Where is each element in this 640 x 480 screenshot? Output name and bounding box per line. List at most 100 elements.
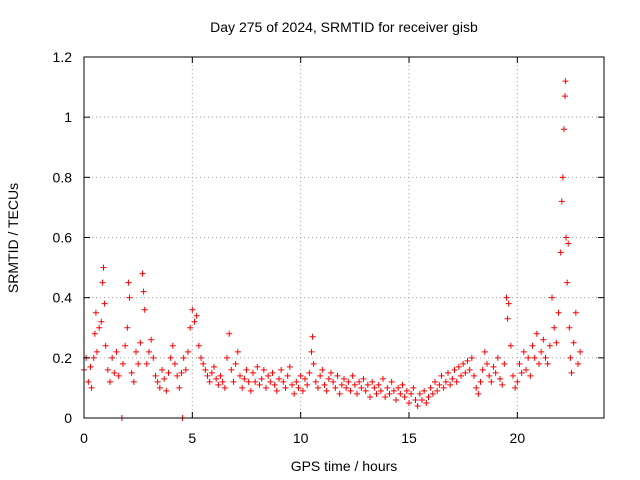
data-point-marker (99, 279, 106, 286)
data-point-marker (464, 357, 471, 364)
data-point-marker (488, 378, 495, 385)
data-point-marker (276, 375, 282, 382)
data-point-marker (202, 366, 209, 373)
data-point-marker (273, 387, 280, 394)
data-point-marker (375, 381, 382, 388)
data-point-marker (546, 342, 553, 349)
data-point-marker (356, 378, 363, 385)
data-point-marker (367, 393, 373, 400)
data-point-marker (96, 324, 103, 331)
data-point-marker (161, 375, 168, 382)
data-point-marker (154, 378, 161, 385)
grid-lines (84, 57, 604, 418)
data-point-marker (384, 384, 391, 391)
data-point-marker (88, 384, 95, 391)
x-axis-label: GPS time / hours (291, 458, 398, 474)
data-point-marker (364, 381, 371, 388)
axis-ticks: 0 5 10 15 20 0 0.2 0.4 0.6 0.8 1 1.2 (53, 49, 604, 446)
data-point-marker (553, 339, 560, 346)
data-point-marker (540, 336, 547, 343)
data-point-marker (271, 381, 278, 388)
data-point-marker (328, 369, 334, 376)
data-point-marker (167, 354, 174, 361)
data-point-marker (267, 378, 274, 385)
data-point-marker (148, 336, 155, 343)
data-point-marker (265, 372, 272, 379)
data-point-marker (471, 372, 477, 379)
data-point-marker (128, 369, 135, 376)
data-point-marker (447, 381, 454, 388)
data-point-marker (358, 384, 365, 391)
data-point-marker (568, 369, 575, 376)
data-point-marker (386, 390, 393, 397)
data-point-marker (299, 387, 306, 394)
data-point-marker (174, 372, 181, 379)
data-point-marker (434, 387, 441, 394)
data-point-marker (377, 387, 384, 394)
data-point-marker (101, 300, 108, 307)
data-point-marker (189, 306, 196, 313)
data-point-marker (412, 396, 419, 403)
data-point-marker (555, 309, 562, 316)
data-point-marker (557, 249, 564, 256)
data-point-marker (512, 384, 519, 391)
data-point-marker (390, 387, 397, 394)
data-point-marker (451, 366, 458, 373)
data-point-marker (172, 360, 178, 367)
data-point-marker (165, 369, 172, 376)
data-point-marker (109, 354, 116, 361)
data-point-marker (309, 333, 316, 340)
data-point-marker (286, 363, 293, 370)
data-point-marker (258, 375, 265, 382)
data-point-marker (408, 390, 415, 397)
data-point-marker (297, 372, 304, 379)
data-point-marker (423, 399, 430, 406)
data-point-marker (514, 378, 521, 385)
data-point-marker (163, 387, 170, 394)
data-point-marker (332, 384, 339, 391)
data-point-marker (438, 372, 445, 379)
data-point-marker (449, 375, 456, 382)
data-point-marker (228, 366, 235, 373)
data-point-marker (323, 387, 330, 394)
data-point-marker (564, 279, 571, 286)
data-point-marker (388, 378, 395, 385)
data-point-marker (453, 378, 460, 385)
data-point-marker (94, 348, 100, 355)
data-point-marker (208, 369, 215, 376)
data-point-marker (475, 390, 482, 397)
data-point-marker (419, 396, 425, 403)
data-point-marker (399, 381, 406, 388)
data-point-marker (558, 198, 565, 205)
data-point-marker (505, 300, 512, 307)
data-point-marker (533, 330, 540, 337)
data-point-marker (115, 372, 122, 379)
data-point-marker (293, 378, 300, 385)
data-point-marker (124, 324, 131, 331)
data-point-marker (341, 375, 347, 382)
data-point-marker (282, 384, 289, 391)
data-point-marker (250, 369, 256, 376)
data-point-marker (230, 378, 237, 385)
data-point-marker (360, 375, 367, 382)
data-point-marker (317, 372, 324, 379)
data-point-marker (455, 363, 462, 370)
data-point-marker (425, 393, 432, 400)
chart-title: Day 275 of 2024, SRMTID for receiver gis… (210, 19, 478, 35)
data-point-marker (549, 294, 555, 301)
data-point-marker (159, 366, 165, 373)
data-point-marker (484, 360, 490, 367)
data-point-marker (544, 360, 551, 367)
data-point-marker (278, 366, 285, 373)
data-point-marker (156, 384, 163, 391)
data-point-marker (176, 384, 183, 391)
data-point-marker (503, 294, 510, 301)
data-point-marker (560, 126, 567, 133)
data-point-marker (362, 387, 369, 394)
data-point-marker (460, 360, 467, 367)
data-point-marker (499, 381, 506, 388)
data-point-marker (462, 369, 469, 376)
data-point-marker (232, 360, 239, 367)
data-point-marker (306, 369, 313, 376)
data-point-marker (178, 369, 185, 376)
